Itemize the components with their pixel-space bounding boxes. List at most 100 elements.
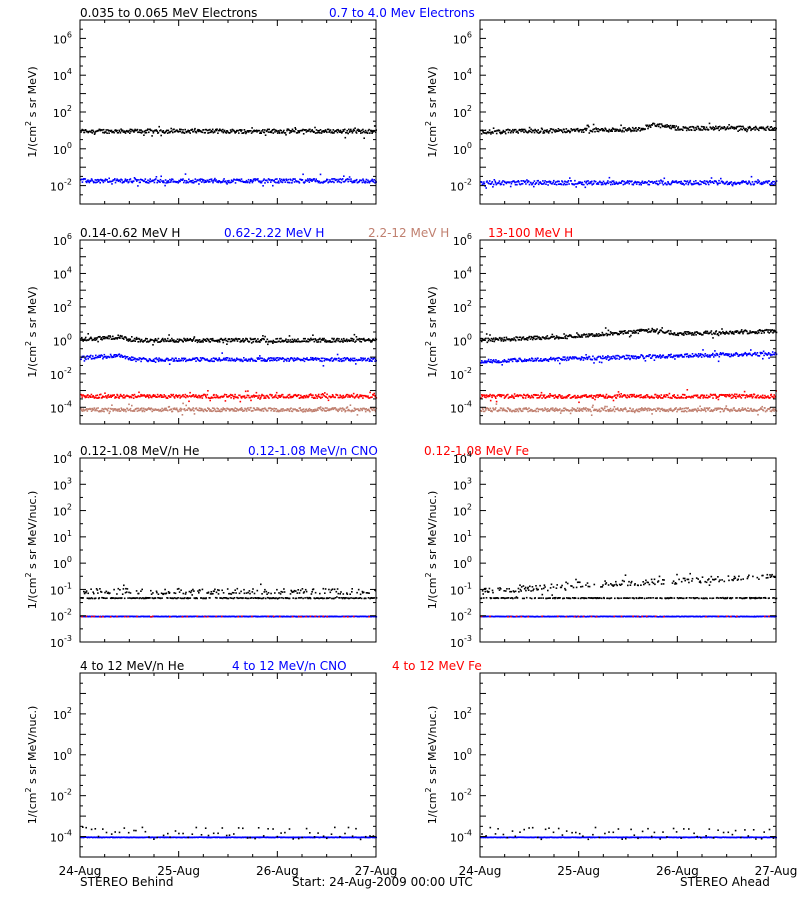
data-point [736, 353, 739, 356]
data-point [734, 395, 737, 398]
data-point [699, 353, 702, 355]
data-point [763, 330, 765, 332]
data-point [626, 394, 629, 396]
data-point [333, 358, 335, 361]
data-point [691, 353, 694, 355]
data-point [660, 397, 662, 399]
data-point [273, 357, 275, 359]
data-point [243, 181, 246, 183]
data-point [549, 358, 551, 360]
data-point [728, 393, 731, 396]
data-point [236, 407, 238, 410]
data-point [230, 408, 232, 410]
data-point [762, 127, 765, 130]
data-point [215, 179, 217, 181]
data-point [164, 407, 166, 410]
data-point [364, 410, 367, 413]
data-point [207, 407, 209, 409]
data-point [298, 394, 300, 396]
data-point [198, 183, 200, 185]
data-point [286, 395, 289, 398]
data-point [116, 355, 119, 357]
data-point [543, 359, 546, 362]
data-point [534, 357, 537, 360]
data-point [637, 394, 640, 397]
data-point [223, 129, 226, 132]
data-point [113, 409, 115, 411]
data-point [604, 395, 607, 398]
data-point [509, 181, 511, 183]
data-point [266, 128, 269, 131]
data-point [128, 395, 130, 398]
data-point [184, 357, 187, 360]
data-point [99, 129, 102, 132]
data-point [348, 409, 351, 412]
data-point [81, 181, 84, 183]
data-point [757, 128, 759, 130]
data-point [340, 396, 342, 398]
data-point [588, 356, 591, 358]
data-point [343, 396, 346, 399]
data-point [286, 396, 288, 399]
data-point [678, 397, 681, 399]
data-point [269, 178, 271, 181]
data-point [631, 357, 634, 359]
data-point [360, 132, 362, 134]
data-point [506, 129, 508, 131]
data-point [519, 336, 522, 339]
data-point [308, 407, 311, 410]
data-point [647, 183, 649, 186]
data-point [142, 179, 144, 182]
data-point [605, 128, 607, 131]
data-point [521, 128, 523, 131]
data-point [605, 358, 608, 360]
data-point [578, 357, 580, 360]
data-point [154, 357, 156, 360]
data-point [520, 394, 523, 397]
data-point [502, 360, 504, 362]
data-point [603, 129, 606, 132]
data-point [228, 408, 230, 411]
data-point [321, 337, 324, 340]
data-point [762, 183, 764, 185]
data-point [717, 127, 719, 130]
data-point [483, 410, 486, 413]
data-point [573, 183, 575, 186]
data-point [106, 397, 108, 399]
data-point [684, 180, 687, 183]
data-point [145, 395, 148, 397]
data-point [276, 410, 278, 413]
series-points [80, 125, 377, 139]
data-point [764, 181, 766, 184]
data-point [513, 337, 515, 339]
data-point [101, 407, 104, 410]
data-point [724, 333, 726, 335]
data-point [700, 333, 702, 335]
data-point [724, 354, 726, 356]
data-point [680, 128, 682, 131]
data-point [153, 339, 155, 342]
data-point [100, 410, 102, 413]
data-point [759, 395, 762, 397]
data-point [494, 130, 496, 132]
data-point [661, 182, 664, 184]
data-point [235, 337, 237, 340]
data-point [561, 180, 563, 182]
data-point [695, 353, 697, 356]
data-point [583, 395, 586, 397]
data-point [301, 179, 304, 181]
data-point [320, 393, 323, 396]
data-point [626, 354, 629, 357]
data-point [362, 128, 364, 131]
data-point [213, 179, 216, 181]
data-point [360, 129, 363, 132]
data-point [118, 408, 120, 410]
data-point [648, 396, 650, 398]
data-point [228, 357, 231, 360]
data-point [494, 408, 496, 411]
data-point [350, 357, 352, 360]
data-point [317, 407, 320, 409]
data-point [336, 131, 339, 134]
data-point [371, 178, 374, 181]
data-point [125, 337, 128, 339]
